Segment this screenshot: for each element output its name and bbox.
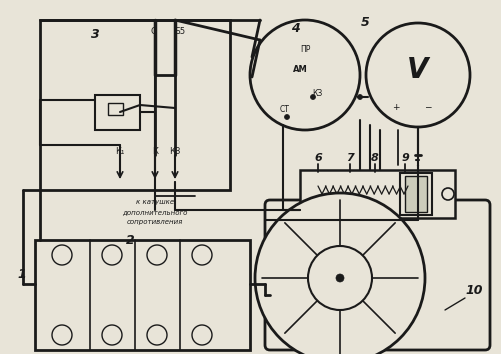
Circle shape — [147, 325, 167, 345]
Text: 2: 2 — [125, 234, 134, 246]
Bar — [35, 240, 249, 350]
Text: 3: 3 — [91, 29, 99, 41]
Circle shape — [308, 246, 371, 310]
Circle shape — [310, 95, 315, 99]
Circle shape — [357, 95, 362, 99]
Bar — [95, 95, 140, 130]
Text: К: К — [152, 148, 158, 156]
Text: СТ: СТ — [280, 105, 290, 114]
Bar — [40, 20, 229, 190]
Circle shape — [249, 20, 359, 130]
Bar — [108, 103, 123, 115]
Text: дополнительного: дополнительного — [122, 209, 187, 215]
Bar — [300, 170, 454, 218]
Circle shape — [284, 114, 289, 120]
Circle shape — [52, 325, 72, 345]
Text: −: − — [423, 103, 431, 112]
FancyBboxPatch shape — [265, 200, 489, 350]
Circle shape — [102, 325, 122, 345]
Circle shape — [441, 188, 453, 200]
Circle shape — [365, 23, 469, 127]
Text: Б5: Б5 — [174, 28, 185, 36]
Circle shape — [335, 274, 343, 282]
Text: сопротивления: сопротивления — [127, 219, 183, 225]
Text: 6: 6 — [314, 153, 321, 163]
Bar — [270, 205, 484, 345]
Circle shape — [191, 245, 211, 265]
Text: V: V — [406, 56, 428, 84]
Text: 4: 4 — [290, 22, 299, 34]
Text: КЗ: КЗ — [311, 88, 322, 97]
Text: +: + — [391, 103, 399, 112]
Text: 5: 5 — [360, 16, 369, 29]
Text: 8: 8 — [370, 153, 378, 163]
Circle shape — [255, 193, 424, 354]
Text: КЗ: КЗ — [169, 148, 180, 156]
Text: 7: 7 — [345, 153, 353, 163]
Circle shape — [102, 245, 122, 265]
Bar — [404, 176, 426, 212]
Text: к катушке: к катушке — [136, 199, 174, 205]
Circle shape — [191, 325, 211, 345]
Text: ПР: ПР — [299, 46, 310, 55]
Circle shape — [52, 245, 72, 265]
Bar — [399, 173, 431, 215]
Text: С: С — [150, 28, 156, 36]
Text: АМ: АМ — [292, 65, 307, 74]
Text: 9: 9 — [400, 153, 408, 163]
Circle shape — [147, 245, 167, 265]
Text: 1: 1 — [18, 268, 27, 281]
Text: К₁: К₁ — [115, 148, 124, 156]
Text: 10: 10 — [464, 284, 481, 297]
